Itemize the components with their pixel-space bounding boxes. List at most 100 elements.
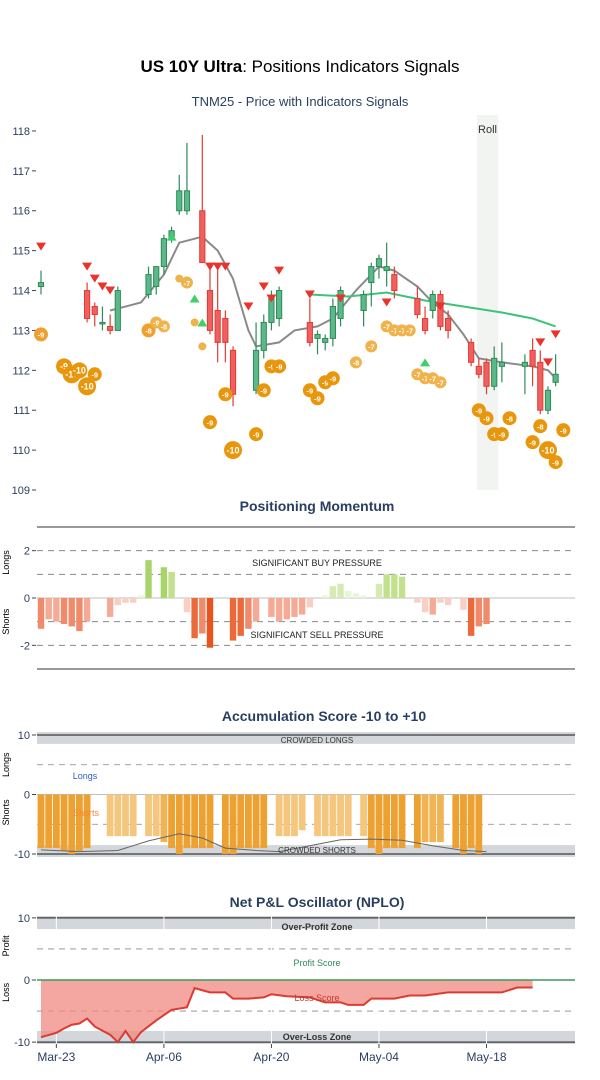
score-badge-label: -8: [353, 359, 360, 368]
score-badge: [548, 455, 563, 470]
accumulation-panel-title: Accumulation Score -10 to +10: [222, 708, 426, 724]
accumulation-bar: [283, 794, 291, 837]
momentum-y-tick: 2: [24, 546, 30, 558]
score-badge-label: -9: [276, 363, 283, 372]
candle-body: [383, 266, 390, 272]
candle-body: [468, 341, 475, 363]
price-y-tick: 112: [12, 365, 30, 377]
candle-body: [391, 274, 398, 292]
crowded-shorts-band: [37, 845, 575, 857]
accumulation-bar: [229, 794, 237, 855]
momentum-bar: [414, 598, 421, 603]
sell-signal-triangle: [304, 290, 315, 299]
accumulation-bar: [298, 794, 306, 831]
score-badge-label: -9: [314, 394, 321, 403]
score-badge: [256, 383, 271, 398]
candle-body: [314, 333, 321, 339]
candle-body: [160, 238, 167, 268]
accumulation-bar: [83, 794, 91, 849]
score-badge-label: -9: [307, 386, 314, 395]
sell-signal-triangle: [274, 266, 285, 275]
loss-score-label: Loss Score: [294, 993, 339, 1003]
score-badge-label: -9: [491, 430, 498, 439]
candle-body: [276, 290, 283, 319]
candle-body: [37, 282, 45, 288]
price-y-tick: 116: [12, 206, 30, 218]
candle-body: [107, 325, 114, 331]
x-tick-label: Apr-06: [146, 1050, 182, 1064]
buy-signal-triangle: [420, 358, 431, 367]
momentum-bar: [460, 598, 467, 610]
candle-body: [183, 190, 191, 212]
sell-signal-triangle: [220, 262, 231, 271]
momentum-bar: [360, 595, 367, 598]
price-y-tick: 114: [12, 286, 30, 298]
momentum-bar: [291, 598, 298, 617]
score-badge: [272, 359, 287, 374]
over-profit-band: [37, 916, 575, 930]
momentum-bar: [68, 598, 75, 627]
score-badge-label: -7: [391, 327, 398, 336]
score-badge: [78, 377, 97, 396]
candle-body: [475, 365, 482, 375]
score-badge: [202, 415, 217, 430]
accumulation-bar: [329, 794, 337, 837]
accumulation-bar: [45, 794, 53, 849]
score-badge: [310, 391, 325, 406]
score-badge-label: -9: [60, 362, 68, 372]
momentum-bar: [298, 598, 306, 615]
candle-body: [206, 290, 214, 331]
candle-body: [544, 389, 552, 411]
momentum-y-tick: 0: [24, 593, 30, 605]
x-tick-label: May-18: [466, 1050, 506, 1064]
accumulation-bar: [145, 794, 152, 837]
candle-body: [498, 361, 505, 367]
score-badge-label: -7: [399, 327, 406, 336]
significant-buy-label: SIGNIFICANT BUY PRESSURE: [252, 558, 382, 568]
score-badge-label: -9: [529, 438, 536, 447]
sell-signal-triangle: [335, 294, 346, 303]
accumulation-bar: [467, 794, 475, 849]
score-badge: [494, 427, 509, 442]
sell-signal-triangle: [266, 294, 277, 303]
accumulation-bar: [60, 794, 68, 852]
roll-label: Roll: [478, 124, 497, 136]
buy-signal-triangle: [189, 294, 200, 303]
accumulation-bar: [252, 794, 260, 849]
score-badge-label: -10: [227, 445, 240, 455]
score-badge-label: -10: [73, 366, 86, 376]
score-badge: [224, 441, 243, 460]
accumulation-bar: [337, 794, 344, 837]
price-y-tick: 111: [13, 405, 30, 417]
momentum-bar: [206, 598, 214, 648]
main-title-bold: US 10Y Ultra: [140, 57, 243, 76]
score-badge-label: -9: [322, 378, 329, 387]
nplo-line: [40, 986, 533, 1044]
crowded-shorts-label: CROWDED SHORTS: [278, 846, 356, 855]
momentum-bar: [160, 567, 168, 598]
nplo-y-tick: 10: [18, 913, 30, 925]
momentum-bar: [345, 590, 352, 598]
momentum-bar: [352, 593, 360, 598]
score-badge-label: -7: [184, 279, 191, 288]
momentum-bar: [37, 598, 45, 629]
price-y-tick: 109: [12, 485, 30, 497]
momentum-bar: [237, 598, 244, 636]
sell-signal-triangle: [550, 330, 561, 339]
candle-body: [83, 290, 91, 319]
momentum-bar: [444, 598, 452, 606]
momentum-bar: [375, 583, 383, 598]
candle-body: [529, 349, 536, 367]
candle-body: [114, 290, 121, 331]
score-badge: [349, 356, 362, 369]
momentum-bar: [283, 598, 290, 620]
price-y-tick: 113: [12, 325, 30, 337]
significant-sell-label: SIGNIFICANT SELL PRESSURE: [250, 630, 383, 640]
buy-signal-triangle: [166, 232, 177, 241]
accumulation-bar: [37, 794, 45, 849]
score-badge-label: -9: [222, 390, 229, 399]
accumulation-bar: [152, 794, 160, 837]
accumulation-shorts-axis-label: Shorts: [1, 799, 11, 826]
score-badge: [538, 441, 557, 460]
signal-dot: [175, 274, 184, 283]
